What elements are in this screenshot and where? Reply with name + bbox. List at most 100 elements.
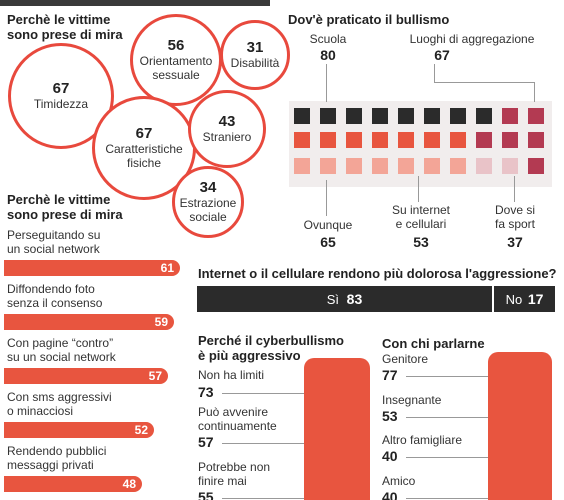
cyber-column-bar: [304, 358, 370, 500]
grid-cell: [450, 158, 466, 174]
leader-line: [326, 64, 327, 102]
bubble-value: 34: [199, 179, 217, 196]
leader-line: [514, 176, 515, 202]
grid-cell: [372, 132, 388, 148]
bubble-label: Estrazione: [179, 196, 237, 210]
leader-line: [418, 176, 419, 202]
no-label: No: [505, 292, 523, 307]
method-label-line2: un social network: [7, 242, 100, 256]
grid-cell: [476, 158, 492, 174]
grid-cell: [294, 132, 310, 148]
grid-cell: [502, 158, 518, 174]
method-label-line2: su un social network: [7, 350, 116, 364]
method-bar-value: 59: [154, 315, 168, 329]
talk-leader: [406, 457, 488, 458]
cyber-value: 55: [198, 489, 214, 500]
cyber-value: 73: [198, 384, 214, 400]
bubble-timidezza: 67 Timidezza: [8, 43, 114, 149]
grid-cell: [528, 108, 544, 124]
grid-cell: [320, 158, 336, 174]
method-label-line2: senza il consenso: [7, 296, 103, 310]
grid-cell: [424, 108, 440, 124]
method-label-line1: Rendendo pubblici: [7, 444, 107, 458]
place-label-internet: Su internet e cellulari: [380, 203, 462, 231]
method-bar: 61: [4, 260, 180, 276]
talk-title: Con chi parlarne: [382, 336, 485, 351]
grid-cell: [476, 108, 492, 124]
talk-leader: [406, 417, 488, 418]
bubble-label: Caratteristiche: [105, 142, 183, 156]
bubble-value: 31: [246, 39, 264, 56]
place-label-internet-2: e cellulari: [395, 217, 447, 231]
method-bar: 48: [4, 476, 142, 492]
cyber-leader: [222, 498, 304, 499]
top-band: [0, 0, 270, 6]
method-label-line2: messaggi privati: [7, 458, 94, 472]
talk-value: 40: [382, 489, 398, 500]
method-label-line2: o minacciosi: [7, 404, 74, 418]
method-bar-value: 61: [160, 261, 174, 275]
leader-line: [434, 82, 534, 83]
bubble-value: 67: [135, 125, 153, 142]
bubble-label: sociale: [189, 210, 227, 224]
bubble-orientamento: 56 Orientamento sessuale: [130, 14, 222, 106]
place-value-ovunque: 65: [320, 234, 336, 250]
cyber-title-line1: Perché il cyberbullismo: [198, 333, 344, 348]
talk-label: Altro famigliare: [382, 433, 463, 447]
grid-cell: [294, 158, 310, 174]
method-bar: 57: [4, 368, 168, 384]
grid-cell: [346, 108, 362, 124]
internet-bar: Sì 83 No 17: [197, 286, 555, 312]
talk-label: Amico: [382, 474, 416, 488]
grid-cell: [398, 132, 414, 148]
grid-cell: [372, 158, 388, 174]
bubble-label: Timidezza: [33, 97, 89, 111]
place-value-internet: 53: [413, 234, 429, 250]
yes-value: 83: [346, 291, 363, 307]
talk-leader: [406, 498, 488, 499]
place-label-sport-1: Dove si: [494, 203, 535, 217]
bubble-label: Orientamento: [139, 54, 213, 68]
no-label-wrap: No 17: [494, 286, 555, 312]
method-label-line1: Con pagine “contro”: [7, 336, 114, 350]
cyber-label-line1: Può avvenire: [198, 405, 269, 419]
cyber-label-line2: finire mai: [198, 474, 247, 488]
grid-cell: [502, 132, 518, 148]
talk-value: 77: [382, 367, 398, 383]
method-bar: 59: [4, 314, 174, 330]
methods-title: Perchè le vittime sono prese di mira: [7, 192, 123, 222]
method-label-line1: Con sms aggressivi: [7, 390, 112, 404]
talk-value: 53: [382, 408, 398, 424]
talk-value: 40: [382, 448, 398, 464]
grid-cell: [372, 108, 388, 124]
cyber-label-line1: Potrebbe non: [198, 460, 271, 474]
bubble-estrazione: 34 Estrazione sociale: [172, 166, 244, 238]
grid-cell: [398, 108, 414, 124]
cyber-title: Perché il cyberbullismo è più aggressivo: [198, 333, 344, 363]
place-label-ovunque: Ovunque: [303, 218, 353, 232]
bubble-label: Straniero: [202, 130, 252, 144]
method-bar: 52: [4, 422, 154, 438]
cyber-title-line2: è più aggressivo: [198, 348, 301, 363]
grid-cell: [424, 132, 440, 148]
place-label-internet-1: Su internet: [391, 203, 451, 217]
bubble-label: fisiche: [126, 156, 161, 170]
bubble-value: 56: [167, 37, 185, 54]
victims-title: Perchè le vittime sono prese di mira: [7, 12, 123, 42]
victims-title-line1: Perchè le vittime: [7, 12, 111, 27]
grid-cell: [294, 108, 310, 124]
cyber-value: 57: [198, 434, 214, 450]
grid-cell: [450, 132, 466, 148]
method-bar-value: 48: [122, 477, 136, 491]
place-label-aggregazione: Luoghi di aggregazione: [409, 32, 535, 46]
talk-leader: [406, 376, 488, 377]
bubble-disabilita: 31 Disabilità: [220, 20, 290, 90]
grid-cell: [346, 132, 362, 148]
leader-line: [326, 180, 327, 216]
bubble-value: 67: [52, 80, 70, 97]
grid-cell: [502, 108, 518, 124]
no-value: 17: [527, 291, 544, 307]
leader-line: [534, 82, 535, 102]
cyber-label-line2: continuamente: [198, 419, 277, 433]
yes-label: Sì: [326, 292, 340, 307]
